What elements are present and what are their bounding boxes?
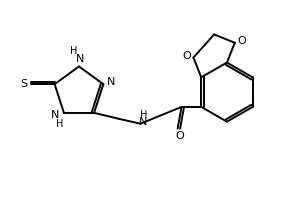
- Text: H: H: [140, 110, 147, 120]
- Text: H: H: [70, 46, 78, 56]
- Text: O: O: [237, 36, 246, 46]
- Text: S: S: [20, 79, 28, 89]
- Text: N: N: [76, 54, 84, 64]
- Text: N: N: [107, 77, 116, 87]
- Text: H: H: [56, 119, 64, 129]
- Text: O: O: [182, 51, 191, 61]
- Text: N: N: [51, 110, 59, 120]
- Text: N: N: [139, 117, 148, 127]
- Text: O: O: [175, 131, 184, 141]
